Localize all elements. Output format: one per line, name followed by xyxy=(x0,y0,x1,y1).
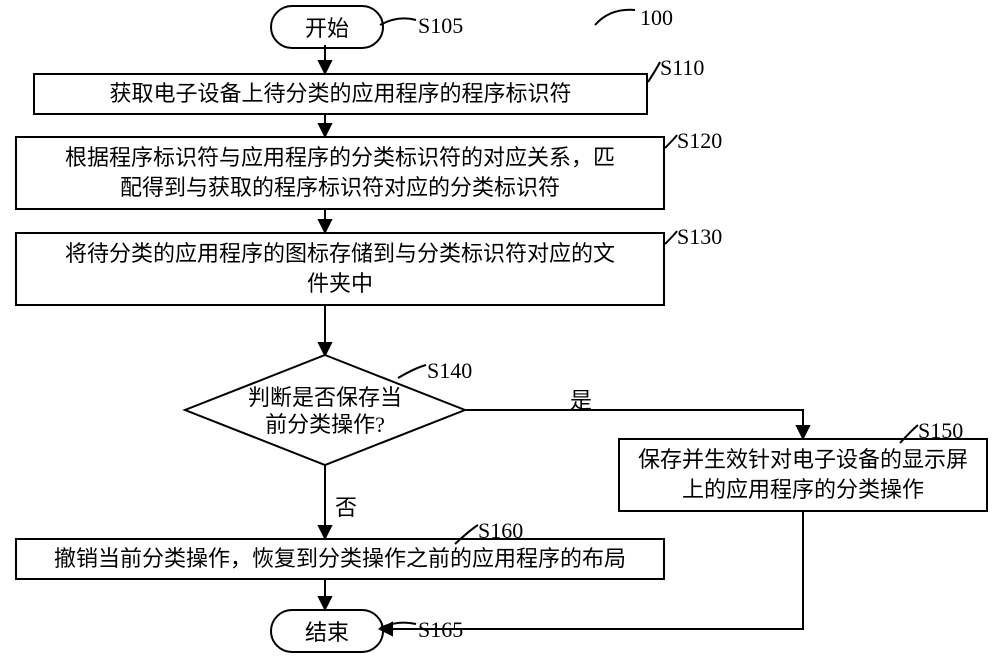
label-s165: S165 xyxy=(418,617,463,643)
process-s120-text: 根据程序标识符与应用程序的分类标识符的对应关系，匹 配得到与获取的程序标识符对应… xyxy=(65,143,615,202)
label-s110: S110 xyxy=(660,55,704,81)
terminal-start: 开始 xyxy=(270,5,384,49)
label-s120: S120 xyxy=(677,128,722,154)
svg-text:前分类操作?: 前分类操作? xyxy=(265,412,385,437)
process-s110: 获取电子设备上待分类的应用程序的程序标识符 xyxy=(33,73,648,115)
label-no: 否 xyxy=(335,490,357,522)
label-s150: S150 xyxy=(918,418,963,444)
process-s130: 将待分类的应用程序的图标存储到与分类标识符对应的文 件夹中 xyxy=(15,232,665,306)
process-s120: 根据程序标识符与应用程序的分类标识符的对应关系，匹 配得到与获取的程序标识符对应… xyxy=(15,136,665,210)
process-s150-text: 保存并生效针对电子设备的显示屏 上的应用程序的分类操作 xyxy=(638,445,968,504)
label-s105: S105 xyxy=(418,13,463,39)
label-s140: S140 xyxy=(427,358,472,384)
process-s130-text: 将待分类的应用程序的图标存储到与分类标识符对应的文 件夹中 xyxy=(65,239,615,298)
flowchart-canvas: 开始 结束 获取电子设备上待分类的应用程序的程序标识符 根据程序标识符与应用程序… xyxy=(0,0,1000,669)
terminal-start-text: 开始 xyxy=(305,11,349,43)
process-s110-text: 获取电子设备上待分类的应用程序的程序标识符 xyxy=(109,79,571,109)
process-s150: 保存并生效针对电子设备的显示屏 上的应用程序的分类操作 xyxy=(618,438,988,512)
process-s160-text: 撤销当前分类操作，恢复到分类操作之前的应用程序的布局 xyxy=(54,544,626,574)
terminal-end-text: 结束 xyxy=(305,615,349,647)
label-100: 100 xyxy=(640,5,673,31)
terminal-end: 结束 xyxy=(270,609,384,653)
label-yes: 是 xyxy=(570,383,592,415)
svg-text:判断是否保存当: 判断是否保存当 xyxy=(248,385,402,410)
label-s160: S160 xyxy=(478,518,523,544)
process-s160: 撤销当前分类操作，恢复到分类操作之前的应用程序的布局 xyxy=(15,538,665,580)
label-s130: S130 xyxy=(677,224,722,250)
